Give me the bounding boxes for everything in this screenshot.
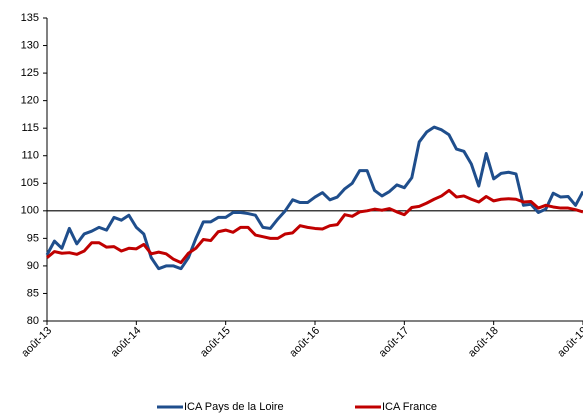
y-tick-label: 85 [27, 287, 39, 299]
y-tick-label: 105 [21, 177, 39, 189]
y-tick-label: 120 [21, 95, 39, 107]
y-tick-label: 130 [21, 39, 39, 51]
x-tick-label: août-18 [466, 325, 501, 360]
x-tick-label: août-17 [377, 325, 412, 360]
series-line [45, 125, 583, 271]
y-tick-label: 90 [27, 260, 39, 272]
y-tick-label: 135 [21, 12, 39, 24]
x-tick-label: août-14 [109, 325, 144, 360]
x-tick-label: août-16 [287, 325, 322, 360]
legend-label: ICA France [382, 401, 437, 413]
series-line [46, 188, 583, 265]
y-tick-label: 95 [27, 232, 39, 244]
y-tick-label: 110 [21, 150, 39, 162]
x-tick-label: août-19 [555, 325, 583, 360]
y-tick-label: 100 [21, 205, 39, 217]
y-tick-label: 115 [21, 122, 39, 134]
x-tick-label: août-13 [19, 325, 54, 360]
x-tick-label: août-15 [198, 325, 233, 360]
y-tick-label: 80 [27, 315, 39, 327]
y-tick-label: 125 [21, 67, 39, 79]
legend-label: ICA Pays de la Loire [184, 401, 284, 413]
